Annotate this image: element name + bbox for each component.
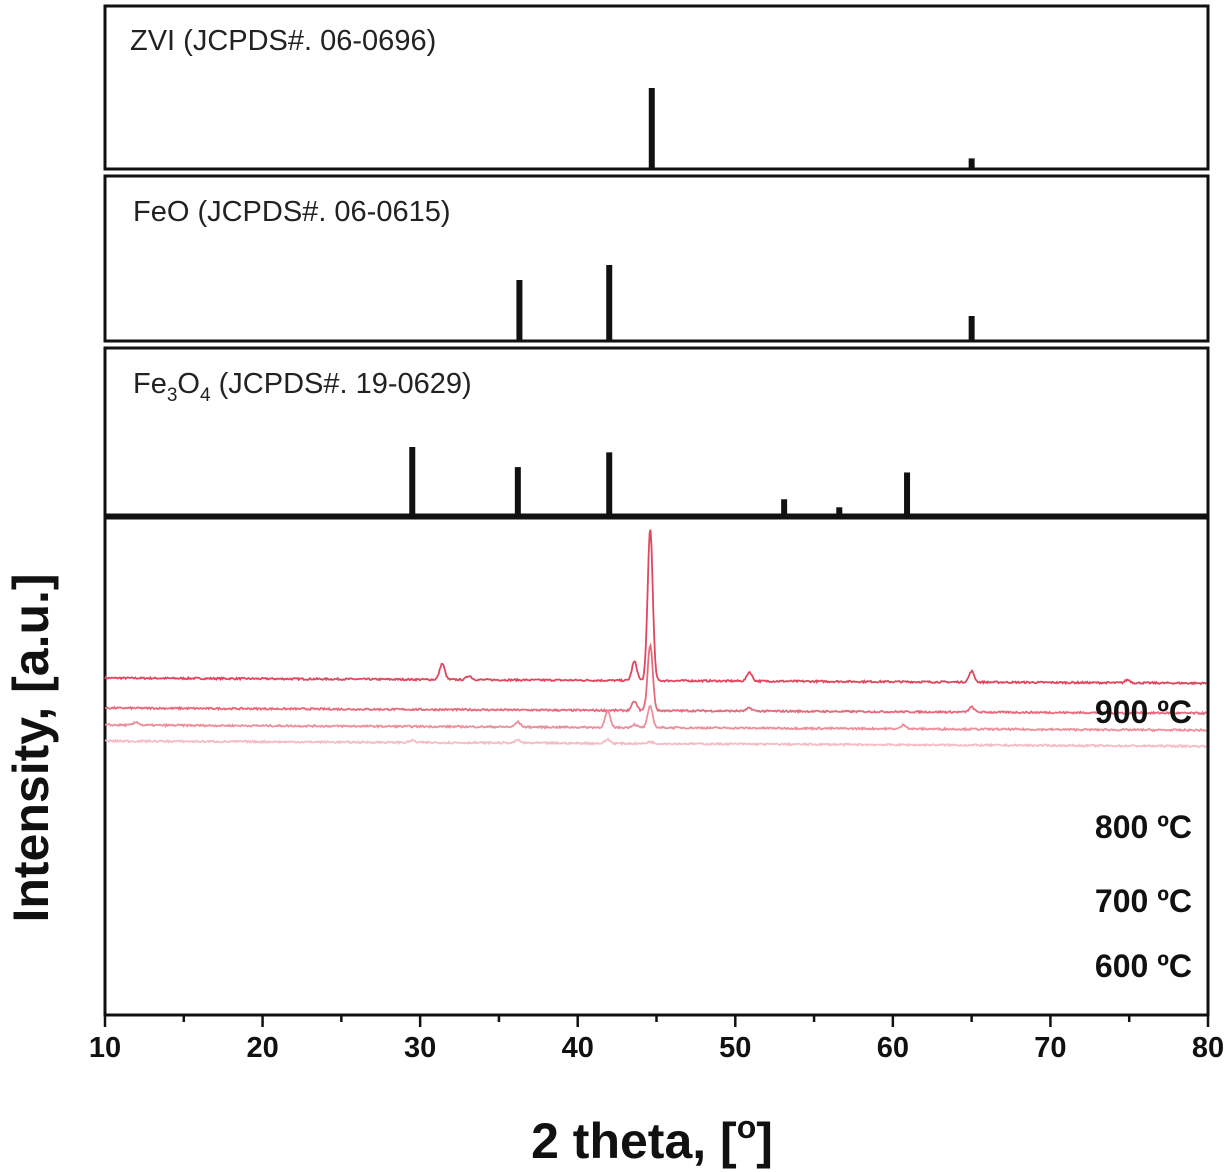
reference-peak-2-3 bbox=[781, 499, 788, 514]
xrd-plot-area bbox=[103, 516, 1210, 1017]
reference-peak-2-2 bbox=[606, 452, 613, 514]
xrd-trace-1 bbox=[105, 642, 1207, 716]
x-tick-label-60: 60 bbox=[877, 1032, 909, 1064]
reference-peak-2-5 bbox=[904, 472, 911, 514]
x-tick-label-50: 50 bbox=[719, 1032, 751, 1064]
reference-peak-1-1 bbox=[606, 265, 613, 340]
y-axis-title: Intensity, [a.u.] bbox=[3, 573, 59, 922]
reference-peak-2-4 bbox=[836, 507, 843, 514]
feo-reference-label: FeO (JCPDS#. 06-0615) bbox=[133, 196, 451, 228]
temperature-label-3: 600 ºC bbox=[1095, 948, 1192, 984]
temperature-labels: 900 ºC 800 ºC 700 ºC 600 ºC bbox=[1095, 694, 1192, 984]
x-axis-title: 2 theta, [o] bbox=[531, 1109, 773, 1169]
fe3o4-label-sub4: 4 bbox=[200, 385, 211, 406]
x-tick-label-30: 30 bbox=[404, 1032, 436, 1064]
x-axis: 10 20 30 40 50 60 70 80 bbox=[89, 1015, 1224, 1064]
reference-peak-0-0 bbox=[648, 88, 655, 168]
reference-peaks bbox=[409, 88, 975, 514]
zvi-reference-label: ZVI (JCPDS#. 06-0696) bbox=[130, 25, 436, 57]
temperature-label-0: 900 ºC bbox=[1095, 694, 1192, 730]
fe3o4-label-jcpds: (JCPDS#. 19-0629) bbox=[211, 368, 472, 400]
reference-peak-2-0 bbox=[409, 447, 416, 514]
temperature-label-2: 700 ºC bbox=[1095, 883, 1192, 919]
reference-peak-1-2 bbox=[968, 316, 975, 340]
x-tick-label-70: 70 bbox=[1034, 1032, 1066, 1064]
x-axis-title-sup: o bbox=[737, 1109, 757, 1145]
reference-peak-1-0 bbox=[516, 280, 523, 340]
fe3o4-reference-panel bbox=[103, 346, 1210, 517]
xrd-traces bbox=[104, 529, 1208, 749]
zvi-reference-panel bbox=[103, 4, 1210, 171]
fe3o4-label-fe: Fe bbox=[133, 368, 167, 400]
fe3o4-label-o: O bbox=[177, 368, 200, 400]
x-axis-title-end: ] bbox=[756, 1113, 773, 1169]
reference-peak-0-1 bbox=[968, 158, 975, 168]
x-tick-label-40: 40 bbox=[562, 1032, 594, 1064]
x-tick-label-80: 80 bbox=[1192, 1032, 1224, 1064]
xrd-trace-3 bbox=[104, 737, 1207, 749]
temperature-label-1: 800 ºC bbox=[1095, 809, 1192, 845]
xrd-trace-2 bbox=[104, 704, 1207, 733]
fe3o4-reference-label: Fe3O4 (JCPDS#. 19-0629) bbox=[133, 368, 472, 406]
x-tick-label-20: 20 bbox=[246, 1032, 278, 1064]
feo-reference-panel bbox=[103, 174, 1210, 343]
xrd-trace-0 bbox=[104, 529, 1208, 686]
x-tick-label-10: 10 bbox=[89, 1032, 121, 1064]
fe3o4-label-sub3: 3 bbox=[167, 385, 178, 406]
reference-peak-2-1 bbox=[514, 467, 521, 514]
x-axis-title-main: 2 theta, [ bbox=[531, 1113, 737, 1169]
